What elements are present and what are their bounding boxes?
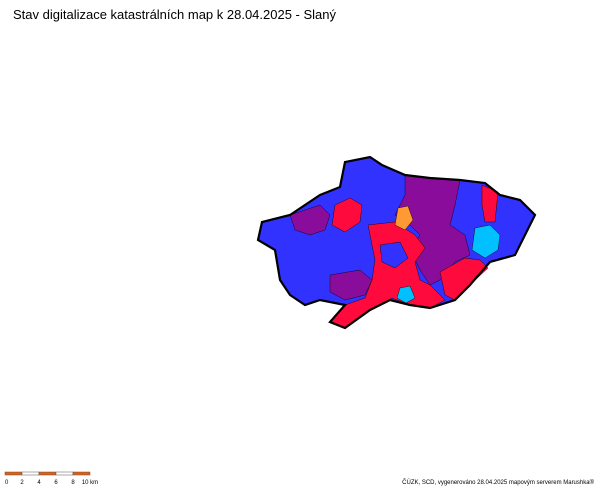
map-title: Stav digitalizace katastrálních map k 28… [13, 7, 337, 22]
scale-bar [4, 471, 91, 476]
scale-label: 4 [37, 480, 41, 486]
scale-segment [72, 471, 91, 476]
scale-label: 0 [5, 480, 9, 486]
region-purple [329, 269, 373, 301]
region-blue [379, 241, 409, 269]
region-red [439, 257, 489, 301]
credit: ČÚZK, SCD, vygenerováno 28.04.2025 mapov… [402, 479, 594, 486]
district-border [256, 155, 537, 330]
scale-label: 8 [71, 480, 75, 486]
scale-segment [55, 471, 74, 476]
region-cyan [471, 224, 501, 259]
region-red [331, 197, 363, 233]
scale-label: 6 [54, 480, 58, 486]
scale-segment [38, 471, 57, 476]
region-purple [289, 204, 331, 236]
scale-label: 2 [20, 480, 24, 486]
region-cyan [396, 285, 416, 304]
region-orange [394, 205, 414, 231]
scale-label: 10 km [82, 480, 98, 486]
scale-segment [21, 471, 40, 476]
scale-segment [4, 471, 23, 476]
district-map [256, 155, 537, 330]
